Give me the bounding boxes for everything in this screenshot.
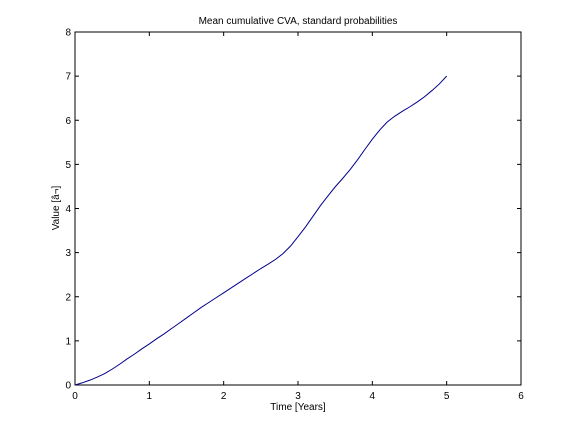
y-tick-label: 1 bbox=[65, 336, 71, 347]
x-tick-label: 3 bbox=[295, 391, 301, 402]
x-tick-label: 5 bbox=[444, 391, 450, 402]
y-tick-label: 3 bbox=[65, 248, 71, 259]
x-tick-label: 1 bbox=[147, 391, 153, 402]
y-tick-label: 6 bbox=[65, 116, 71, 127]
y-tick-label: 2 bbox=[65, 292, 71, 303]
y-axis-ticks: 0 1 2 3 4 5 6 7 8 bbox=[65, 28, 521, 392]
x-tick-label: 6 bbox=[518, 391, 524, 402]
x-tick-label: 2 bbox=[221, 391, 227, 402]
y-tick-label: 0 bbox=[65, 381, 71, 392]
x-axis-ticks: 0 1 2 3 4 5 6 bbox=[72, 32, 524, 402]
x-axis-label: Time [Years] bbox=[270, 402, 326, 413]
plot-area bbox=[74, 31, 522, 386]
series-line bbox=[74, 75, 448, 386]
y-tick-label: 8 bbox=[65, 28, 71, 39]
x-tick-label: 0 bbox=[72, 391, 78, 402]
y-tick-label: 4 bbox=[65, 204, 71, 215]
chart-title: Mean cumulative CVA, standard probabilit… bbox=[199, 16, 398, 27]
y-axis-label: Value [â¬] bbox=[51, 185, 62, 230]
x-tick-label: 4 bbox=[370, 391, 376, 402]
series-layer bbox=[74, 75, 448, 386]
y-tick-label: 7 bbox=[65, 72, 71, 83]
y-tick-label: 5 bbox=[65, 160, 71, 171]
